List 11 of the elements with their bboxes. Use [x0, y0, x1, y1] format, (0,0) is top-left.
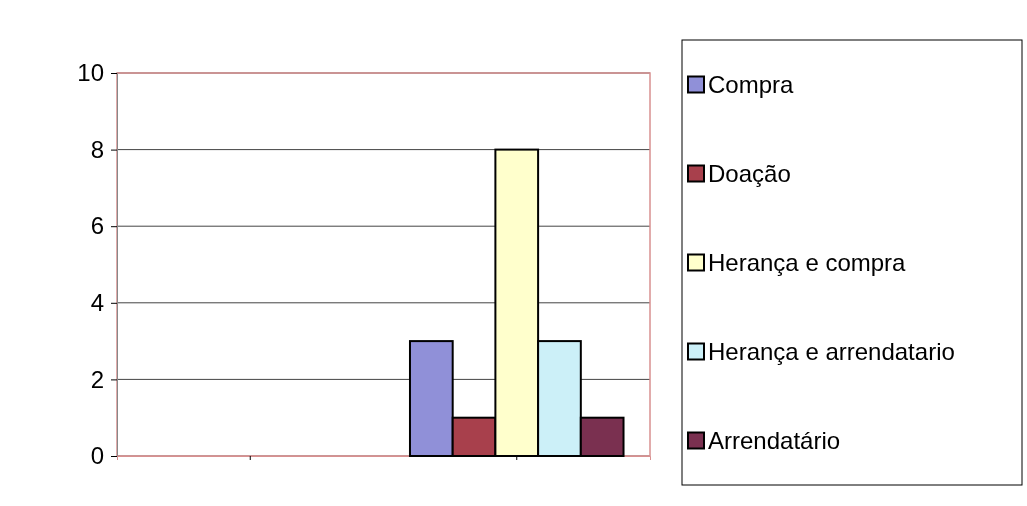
legend-label: Compra	[708, 70, 795, 98]
legend-label: Herança e arrendatario	[708, 337, 955, 365]
legend-label: Arrendatário	[708, 426, 841, 454]
y-tick-label: 6	[90, 212, 104, 240]
y-tick-label: 8	[90, 135, 104, 163]
legend-label: Herança e compra	[708, 248, 907, 276]
y-tick-label: 10	[77, 59, 104, 87]
y-tick-label: 2	[90, 365, 104, 393]
y-tick-label: 0	[90, 442, 104, 470]
legend-label: Doação	[708, 159, 791, 187]
y-tick-label: 4	[90, 288, 104, 316]
